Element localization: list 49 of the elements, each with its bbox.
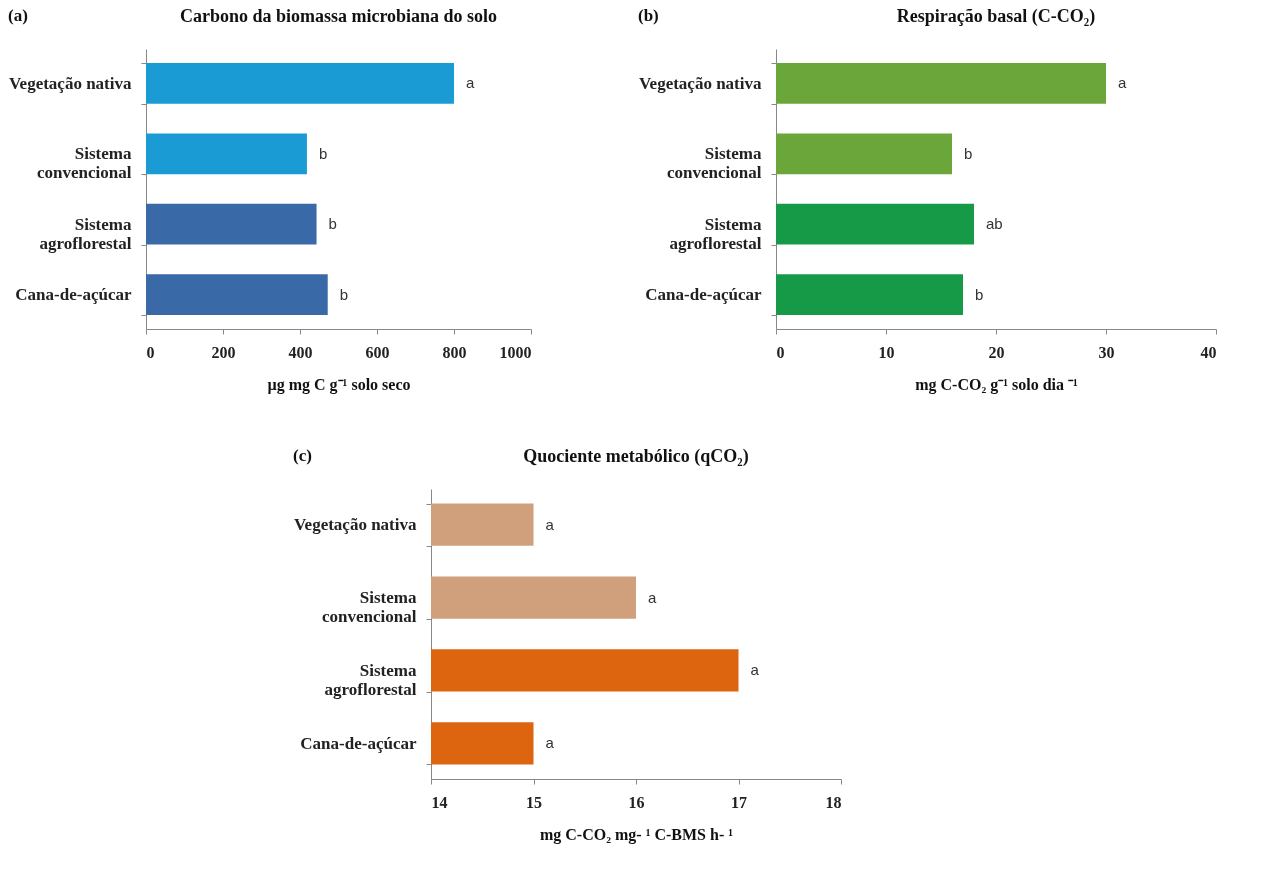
text: (a) xyxy=(8,6,28,26)
y-tick-label: Vegetação nativa xyxy=(8,73,132,93)
y-tick-label: Sistema convencional xyxy=(322,588,417,627)
annotation: b xyxy=(328,215,337,233)
x-tick-label: 30 xyxy=(1098,343,1115,361)
x-tick-label: 17 xyxy=(731,793,747,811)
annotation: a xyxy=(648,588,657,606)
annotation: a xyxy=(466,74,475,92)
y-tick-label: Vegetação nativa xyxy=(638,73,762,93)
chart-title: Respiração basal (C-CO₂) xyxy=(896,6,1096,27)
y-tick-label: Sistema agroflorestal xyxy=(324,660,417,699)
annotation: b xyxy=(339,285,349,303)
x-tick-label: 20 xyxy=(988,343,1005,361)
x-tick-label: 16 xyxy=(628,793,645,811)
x-tick-label: 0 xyxy=(776,343,785,361)
y-tick-label: Sistema agroflorestal xyxy=(669,214,762,253)
annotation: b xyxy=(975,285,984,303)
annotation: a xyxy=(1118,74,1127,92)
text: (b) xyxy=(638,6,659,26)
chart-title: Quociente metabólico (qCO₂) xyxy=(523,446,749,467)
x-tick-label: 14 xyxy=(431,793,448,811)
x-tick-label: 40 xyxy=(1200,343,1217,361)
x-axis-title: µg mg C g⁻¹ solo seco xyxy=(267,375,411,394)
y-tick-label: Cana-de-açúcar xyxy=(300,733,417,753)
text: (c) xyxy=(293,446,312,466)
annotation: a xyxy=(750,661,760,679)
x-tick-label: 800 xyxy=(442,343,467,361)
annotation: ab xyxy=(986,215,1003,233)
x-tick-label: 600 xyxy=(365,343,390,361)
y-tick-label: Sistema convencional xyxy=(667,144,762,183)
x-tick-label: 1000 xyxy=(499,343,532,361)
y-tick-label: Sistema agroflorestal xyxy=(39,214,132,253)
x-tick-label: 18 xyxy=(825,793,842,811)
annotation: a xyxy=(545,734,555,752)
x-tick-label: 200 xyxy=(211,343,236,361)
x-axis-title: mg C-CO₂ mg- ¹ C-BMS h- ¹ xyxy=(539,825,734,844)
y-tick-label: Cana-de-açúcar xyxy=(15,285,132,305)
annotation: b xyxy=(964,144,973,162)
x-axis-title: mg C-CO₂ g⁻¹ solo dia ⁻¹ xyxy=(915,375,1079,394)
annotation: b xyxy=(318,144,328,162)
x-tick-label: 0 xyxy=(146,343,155,361)
y-tick-label: Cana-de-açúcar xyxy=(645,285,762,305)
annotation: a xyxy=(545,515,555,533)
x-tick-label: 15 xyxy=(526,793,542,811)
x-tick-label: 10 xyxy=(878,343,895,361)
x-tick-label: 400 xyxy=(288,343,313,361)
chart-title: Carbono da biomassa microbiana do solo xyxy=(179,6,498,26)
y-tick-label: Sistema convencional xyxy=(37,144,132,183)
y-tick-label: Vegetação nativa xyxy=(293,515,417,535)
